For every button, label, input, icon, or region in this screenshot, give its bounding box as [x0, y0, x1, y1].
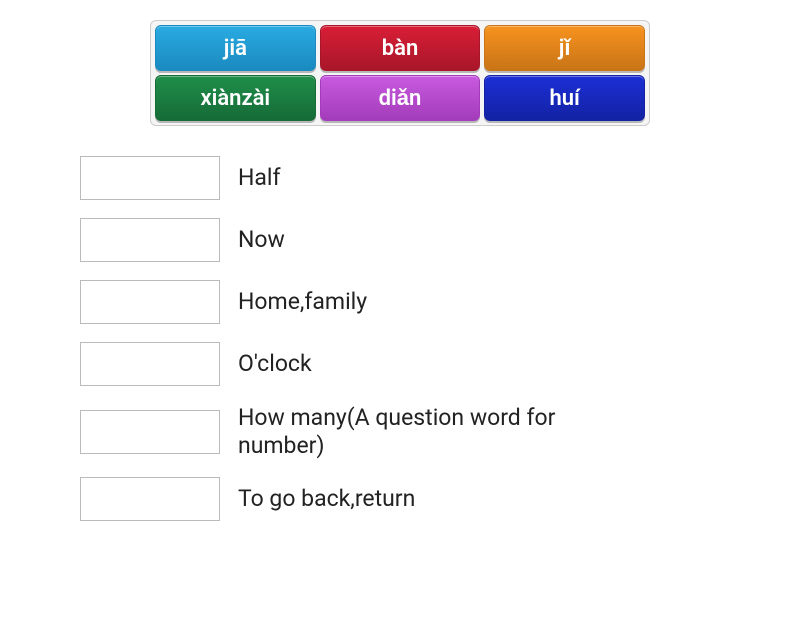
drop-slot-0[interactable] — [80, 156, 220, 200]
word-tile-ji[interactable]: jǐ — [484, 25, 645, 71]
match-list: Half Now Home,family O'clock How many(A … — [80, 156, 680, 521]
word-bank: jiā bàn jǐ xiànzài diǎn huí — [150, 20, 650, 126]
word-tile-xianzai[interactable]: xiànzài — [155, 75, 316, 121]
definition-label: To go back,return — [238, 485, 415, 513]
match-row: Now — [80, 218, 680, 262]
match-row: O'clock — [80, 342, 680, 386]
definition-label: Now — [238, 226, 285, 254]
match-row: How many(A question word for number) — [80, 404, 680, 459]
match-row: Half — [80, 156, 680, 200]
definition-label: O'clock — [238, 350, 312, 378]
drop-slot-1[interactable] — [80, 218, 220, 262]
word-tile-dian[interactable]: diǎn — [320, 75, 481, 121]
definition-label: Home,family — [238, 288, 367, 316]
drop-slot-3[interactable] — [80, 342, 220, 386]
definition-label: Half — [238, 164, 281, 192]
match-row: Home,family — [80, 280, 680, 324]
drop-slot-2[interactable] — [80, 280, 220, 324]
word-tile-jia[interactable]: jiā — [155, 25, 316, 71]
drop-slot-4[interactable] — [80, 410, 220, 454]
definition-label: How many(A question word for number) — [238, 404, 638, 459]
match-row: To go back,return — [80, 477, 680, 521]
drop-slot-5[interactable] — [80, 477, 220, 521]
word-tile-hui[interactable]: huí — [484, 75, 645, 121]
word-tile-ban[interactable]: bàn — [320, 25, 481, 71]
